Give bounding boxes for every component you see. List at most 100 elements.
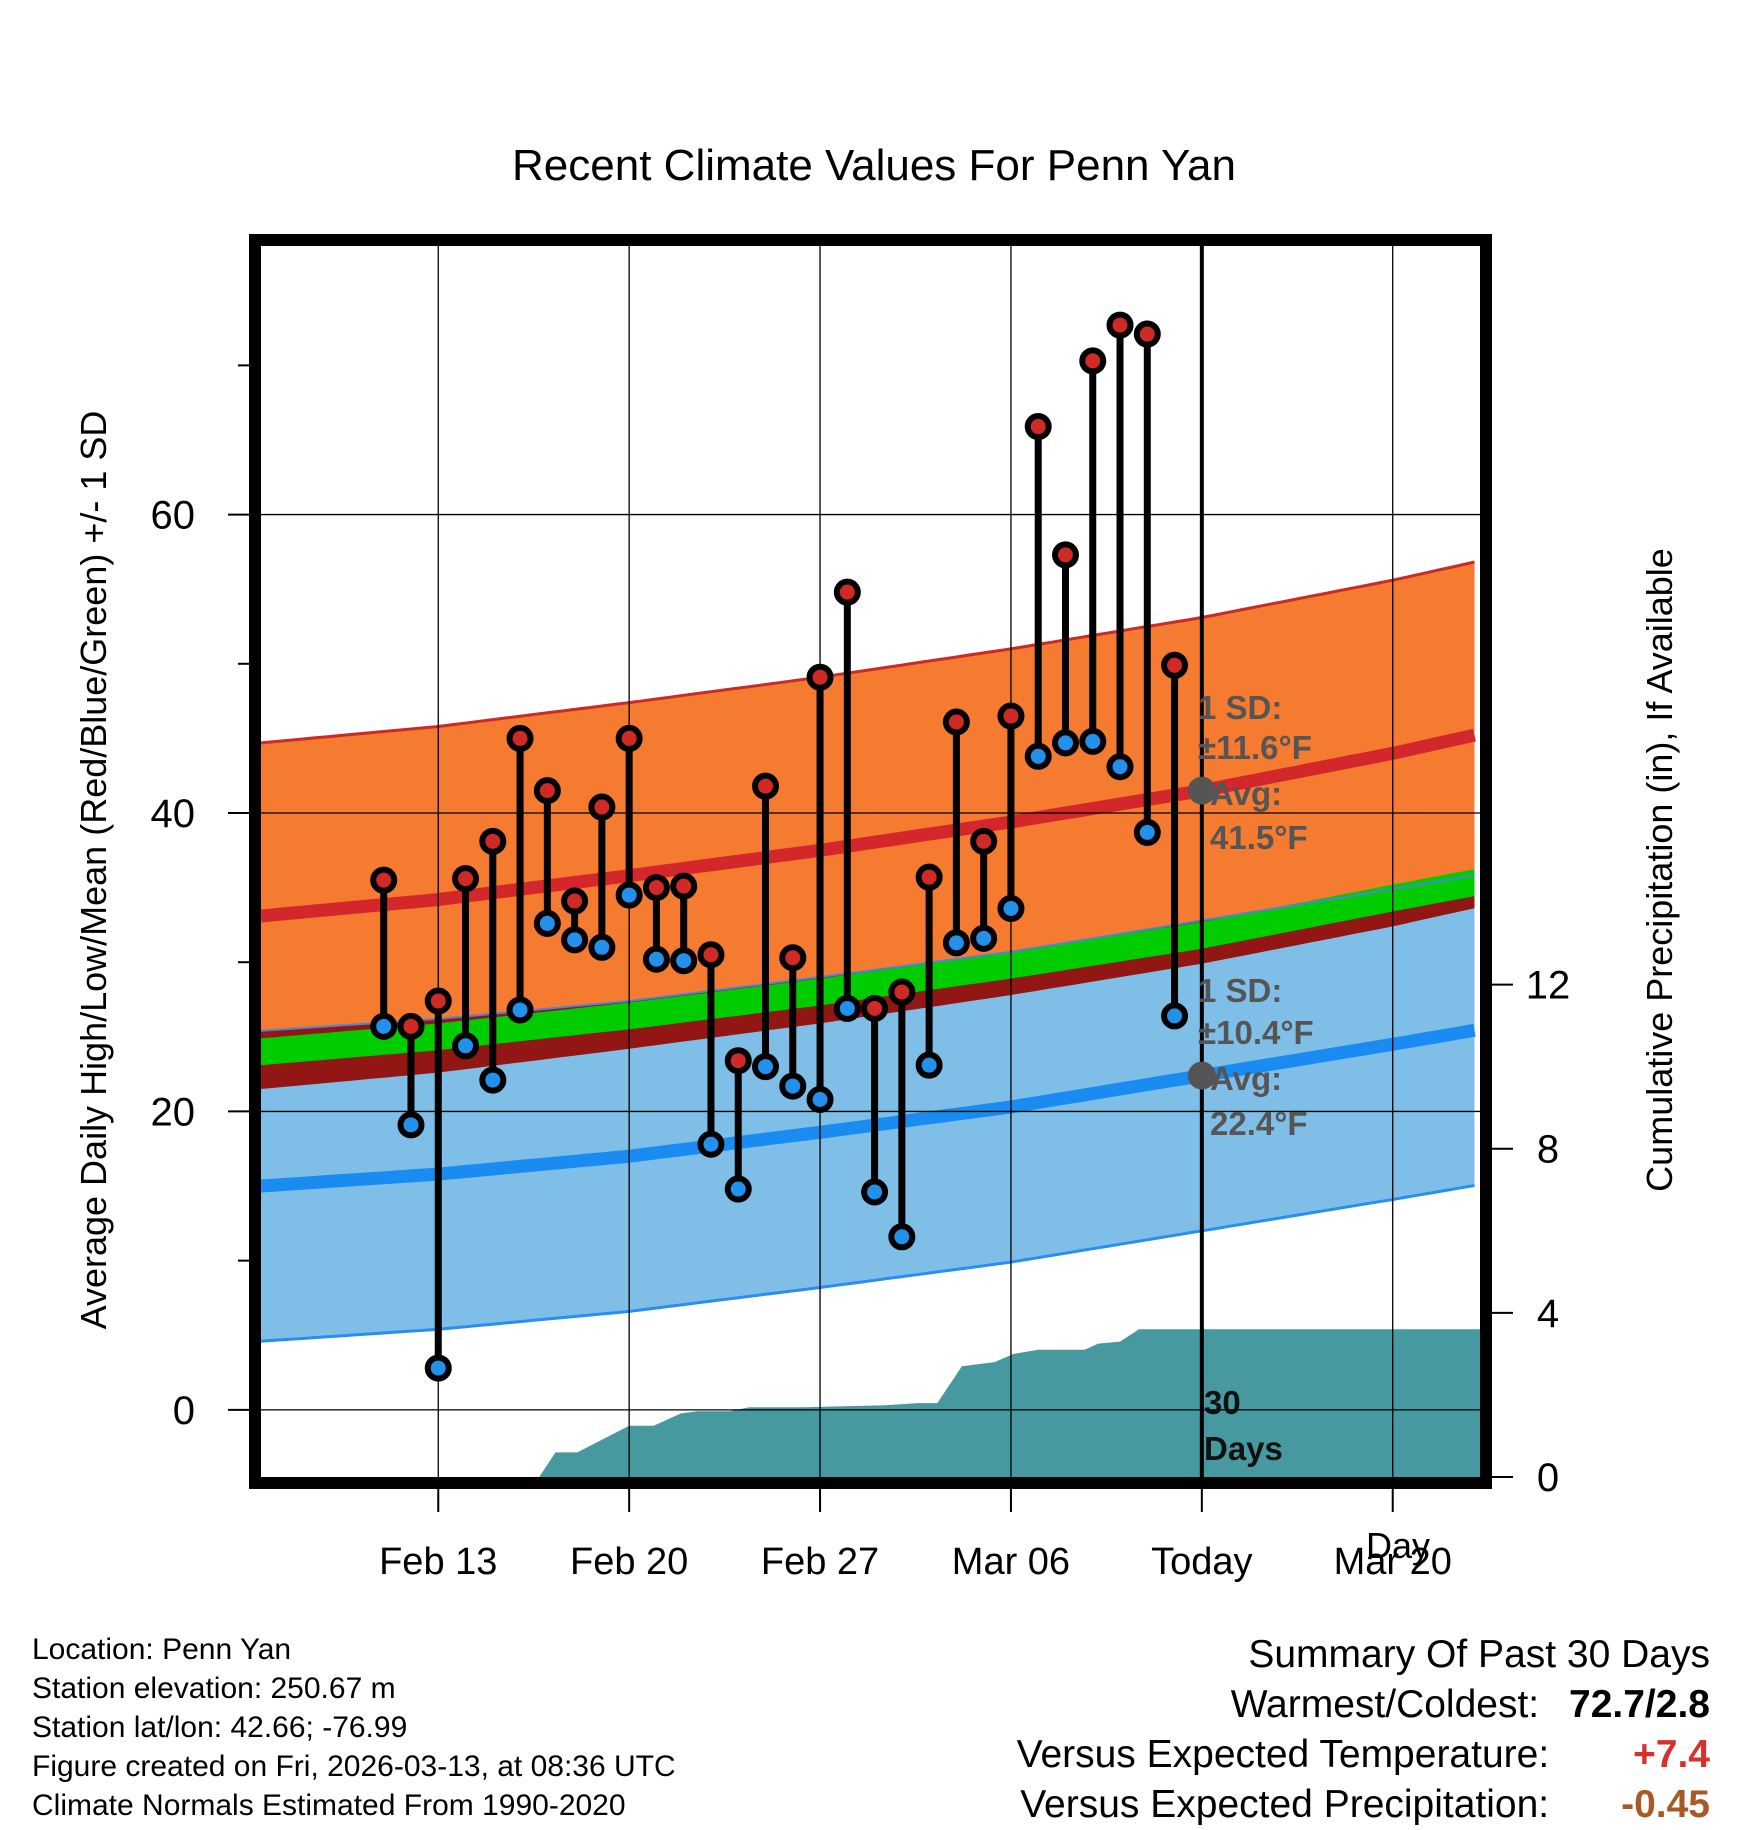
summary-temp: Versus Expected Temperature: +7.4 [1017,1730,1710,1780]
low-normal-line [261,1023,1476,1193]
warm-cold-label: Warmest/Coldest: [1230,1683,1540,1726]
precip-area [449,1329,1480,1477]
low-temp-point [670,947,698,975]
low-temp-point [806,1085,834,1113]
low-temp-point [588,933,616,961]
precip-label: Versus Expected Precipitation: [1020,1783,1550,1826]
low-temp-point [615,881,643,909]
low-temp-point [1161,1002,1189,1030]
low-temp-point [724,1175,752,1203]
low-temp-point [452,1032,480,1060]
high-sd-label: 1 SD: [1198,689,1282,726]
x-axis-title: Day [1366,1525,1430,1566]
today-low-normal-marker [1187,1061,1216,1090]
low-lower-edge [261,1184,1475,1343]
latlon-text: Station lat/lon: 42.66; -76.99 [32,1711,408,1744]
low-temp-point [506,996,534,1024]
low-temp-point [370,1012,398,1040]
low-avg-value: 22.4°F [1210,1105,1308,1142]
low-temp-point [752,1053,780,1081]
high-sd-value: ±11.6°F [1198,729,1312,766]
summary-heading: Summary Of Past 30 Days [1248,1633,1710,1676]
period-unit: Days [1204,1430,1283,1467]
period-number: 30 [1204,1384,1241,1421]
y-axis-title: Average Daily High/Low/Mean (Red/Blue/Gr… [73,411,114,1330]
high-temp-point [1161,651,1189,679]
created-text: Figure created on Fri, 2026-03-13, at 08… [32,1750,676,1783]
high-temp-point [942,708,970,736]
high-temp-point [588,793,616,821]
high-temp-point [1106,311,1134,339]
elevation-text: Station elevation: 250.67 m [32,1672,396,1705]
high-temp-point [424,987,452,1015]
high-upper-edge [261,560,1475,745]
normal-bands [261,560,1476,1343]
x-tick-label: Feb 13 [379,1541,497,1583]
low-temp-point [888,1223,916,1251]
precip-cumulative-area [449,1329,1480,1477]
low-temp-point [424,1354,452,1382]
y2-tick-label: 0 [1537,1456,1559,1500]
y-tick-label: 40 [151,792,196,836]
low-temp-point [1133,818,1161,846]
annotations: 1 SD: ±11.6°F Avg: 41.5°F 1 SD: ±10.4°F … [1198,689,1314,1467]
high-temp-point [1024,413,1052,441]
plot-area [261,246,1480,1477]
high-temp-point [506,724,534,752]
summary-panel: Summary Of Past 30 Days Warmest/Coldest:… [1017,1630,1710,1830]
high-temp-point [615,724,643,752]
high-temp-point [697,941,725,969]
low-temp-point [642,945,670,973]
high-temp-point [1079,347,1107,375]
location-text: Location: Penn Yan [32,1633,292,1666]
station-info: Location: Penn Yan Station elevation: 25… [32,1630,676,1825]
temp-label: Versus Expected Temperature: [1016,1733,1550,1776]
low-sd-label: 1 SD: [1198,972,1282,1009]
temp-value: +7.4 [1633,1733,1710,1776]
x-tick-label: Today [1151,1541,1252,1583]
low-temp-point [533,909,561,937]
high-temp-point [561,887,589,915]
summary-warm-cold: Warmest/Coldest: 72.7/2.8 [1017,1680,1710,1730]
y2-tick-label: 12 [1526,964,1571,1008]
high-temp-point [452,865,480,893]
high-temp-point [370,866,398,894]
x-tick-label: Mar 20 [1334,1541,1452,1583]
chart-title: Recent Climate Values For Penn Yan [512,141,1236,190]
high-temp-point [806,663,834,691]
plot-frame [249,234,1492,1489]
high-temp-point [533,777,561,805]
low-temp-point [479,1066,507,1094]
low-temp-point [833,994,861,1022]
high-temp-point [752,772,780,800]
high-temp-point [397,1012,425,1040]
high-temp-point [1133,320,1161,348]
high-temp-point [479,827,507,855]
y2-tick-label: 8 [1537,1128,1559,1172]
normals-text: Climate Normals Estimated From 1990-2020 [32,1789,626,1822]
x-tick-label: Mar 06 [952,1541,1070,1583]
y-tick-label: 0 [173,1389,195,1433]
observations [370,311,1216,1382]
high-temp-point [642,874,670,902]
low-temp-point [861,1178,889,1206]
low-temp-point [397,1111,425,1139]
high-temp-point [997,702,1025,730]
summary-precip: Versus Expected Precipitation: -0.45 [1017,1780,1710,1830]
high-temp-point [861,994,889,1022]
mean-temp-band [261,869,1475,1066]
high-temp-point [724,1047,752,1075]
low-temp-point [561,926,589,954]
low-temp-point [1079,727,1107,755]
low-sd-value: ±10.4°F [1198,1014,1314,1051]
high-avg-value: 41.5°F [1210,819,1308,856]
high-temp-point [833,578,861,606]
low-temp-point [779,1072,807,1100]
today-high-normal-marker [1187,776,1216,805]
high-avg-label: Avg: [1210,775,1282,812]
low-temp-point [1106,753,1134,781]
low-avg-label: Avg: [1210,1060,1282,1097]
low-temp-point [1051,729,1079,757]
axes: 0 20 40 60 0 4 8 12 Feb 13 Feb 20 Feb 27 Mar 06 Toda… [151,234,1571,1583]
x-tick-label: Feb 27 [761,1541,879,1583]
